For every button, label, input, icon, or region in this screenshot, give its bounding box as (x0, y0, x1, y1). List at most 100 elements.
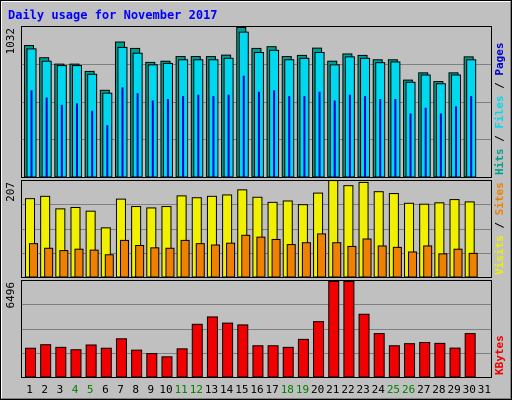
bar-pages-day-28 (439, 113, 442, 177)
day-label-1: 1 (26, 383, 33, 396)
bar-sites-day-1 (29, 243, 38, 278)
bar-sites-day-5 (89, 249, 99, 278)
bar-kbytes-day-19 (297, 338, 309, 378)
bar-kbytes-day-18 (282, 346, 294, 378)
bar-pages-day-15 (242, 75, 245, 177)
bar-kbytes-day-1 (25, 347, 36, 378)
bar-sites-day-9 (150, 247, 160, 278)
bar-pages-day-14 (227, 94, 230, 177)
bar-kbytes-day-23 (358, 313, 370, 378)
bar-kbytes-day-8 (131, 349, 143, 378)
panel-hits: 1032 Hits / Files / Pages (4, 26, 506, 178)
bar-sites-day-7 (119, 239, 129, 278)
day-label-27: 27 (417, 383, 430, 396)
day-label-29: 29 (447, 383, 460, 396)
chart-title: Daily usage for November 2017 (8, 8, 218, 22)
bar-sites-day-12 (195, 243, 205, 278)
bar-pages-day-9 (151, 100, 154, 177)
day-label-24: 24 (372, 383, 386, 396)
panel-hits-max-label: 1032 (4, 28, 17, 55)
day-label-12: 12 (190, 383, 203, 396)
day-label-23: 23 (357, 383, 370, 396)
day-label-2: 2 (41, 383, 48, 396)
day-label-31: 31 (478, 383, 491, 396)
day-label-14: 14 (220, 383, 234, 396)
bar-sites-day-20 (317, 233, 327, 278)
bar-pages-day-24 (379, 99, 382, 177)
panel-kbytes: 6496 KBytes (4, 280, 506, 378)
bar-sites-day-3 (59, 250, 69, 278)
day-label-22: 22 (341, 383, 354, 396)
bar-sites-day-19 (301, 242, 311, 278)
legend-separator: / (493, 215, 506, 235)
legend-sites: Sites (493, 182, 506, 215)
day-label-11: 11 (175, 383, 188, 396)
bar-pages-day-13 (212, 96, 215, 177)
panel-visits-legend: Visits / Sites (493, 182, 506, 275)
day-label-21: 21 (326, 383, 339, 396)
bar-pages-day-17 (273, 90, 276, 177)
bar-pages-day-18 (288, 96, 291, 177)
bar-sites-day-23 (362, 238, 372, 278)
bar-pages-day-29 (455, 106, 458, 177)
bar-kbytes-day-28 (434, 342, 446, 378)
bar-sites-day-15 (241, 234, 251, 278)
panel-kbytes-max-label: 6496 (4, 282, 17, 309)
panel-visits: 207 Visits / Sites (4, 180, 506, 278)
day-label-6: 6 (102, 383, 109, 396)
bar-pages-day-7 (121, 87, 124, 177)
day-label-4: 4 (72, 383, 79, 396)
bar-pages-day-20 (318, 91, 321, 177)
bar-pages-day-6 (106, 125, 109, 177)
bar-pages-day-21 (333, 100, 336, 177)
bar-sites-day-14 (226, 242, 236, 278)
bar-kbytes-day-29 (449, 347, 461, 378)
day-label-15: 15 (235, 383, 248, 396)
bar-pages-day-5 (91, 110, 94, 177)
day-label-17: 17 (266, 383, 279, 396)
bar-pages-day-3 (60, 104, 63, 177)
bar-sites-day-13 (210, 244, 220, 278)
bar-kbytes-day-5 (85, 344, 97, 378)
bar-sites-day-6 (104, 254, 114, 278)
legend-kbytes: KBytes (493, 335, 506, 375)
panel-hits-legend: Hits / Files / Pages (493, 43, 506, 176)
bar-pages-day-25 (394, 99, 397, 177)
bar-sites-day-10 (165, 247, 175, 278)
legend-separator: / (493, 76, 506, 96)
day-label-3: 3 (57, 383, 64, 396)
bar-kbytes-day-17 (267, 345, 279, 378)
bar-kbytes-day-24 (373, 333, 385, 378)
day-label-28: 28 (432, 383, 445, 396)
bar-kbytes-day-22 (343, 281, 355, 378)
bar-pages-day-2 (45, 97, 48, 177)
bar-sites-day-17 (271, 238, 281, 278)
bar-kbytes-day-15 (237, 324, 249, 378)
bar-kbytes-day-14 (222, 322, 234, 378)
bar-sites-day-29 (453, 248, 463, 278)
bar-pages-day-22 (348, 94, 351, 177)
day-label-7: 7 (117, 383, 124, 396)
day-label-26: 26 (402, 383, 415, 396)
legend-files: Files (493, 96, 506, 129)
day-label-30: 30 (463, 383, 476, 396)
day-label-19: 19 (296, 383, 309, 396)
bar-kbytes-day-6 (100, 347, 112, 378)
day-label-20: 20 (311, 383, 324, 396)
bar-sites-day-11 (180, 239, 190, 278)
bar-kbytes-day-9 (146, 353, 158, 378)
bar-kbytes-day-25 (388, 345, 400, 378)
bar-pages-day-10 (166, 99, 169, 177)
bar-pages-day-8 (136, 93, 139, 177)
bar-sites-day-8 (135, 245, 145, 278)
bar-sites-day-22 (347, 245, 357, 278)
chart-panels: 1032 Hits / Files / Pages 207 Visits / Site… (4, 26, 506, 378)
panel-kbytes-legend: KBytes (493, 335, 506, 375)
bar-kbytes-day-30 (464, 333, 476, 378)
day-labels: 1 2 3 4 5 6 7 8 9 10 11 12 13 14 15 16 17 18 19 20 21 22 23 24 2… (26, 383, 491, 396)
bar-pages-day-27 (424, 107, 427, 177)
bar-kbytes-day-12 (191, 323, 203, 378)
bar-kbytes-day-27 (419, 341, 431, 378)
legend-visits: Visits (493, 235, 506, 275)
